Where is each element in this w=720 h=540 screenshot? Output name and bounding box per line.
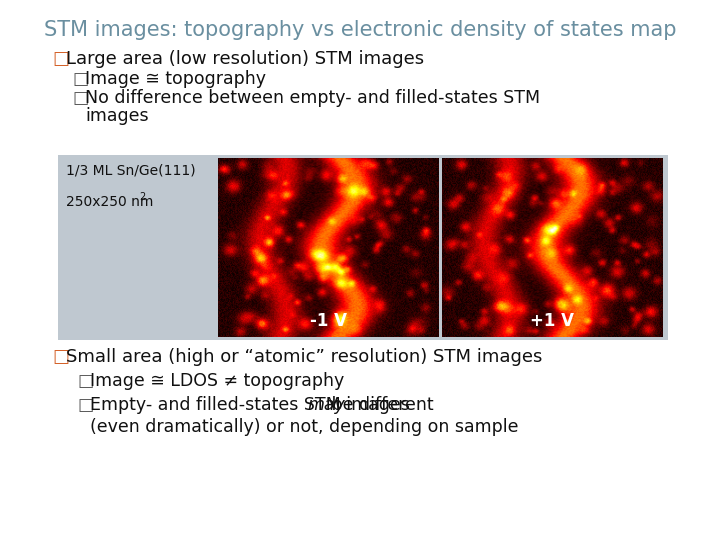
Text: 2: 2 [139, 192, 145, 202]
Text: (even dramatically) or not, depending on sample: (even dramatically) or not, depending on… [90, 418, 518, 436]
Text: Small area (high or “atomic” resolution) STM images: Small area (high or “atomic” resolution)… [66, 348, 542, 366]
Text: -1 V: -1 V [310, 312, 347, 330]
Text: be different: be different [326, 396, 434, 414]
Text: 250x250 nm: 250x250 nm [66, 195, 153, 209]
Text: Large area (low resolution) STM images: Large area (low resolution) STM images [66, 50, 424, 68]
Text: □: □ [52, 348, 69, 366]
Text: 1/3 ML Sn/Ge(111): 1/3 ML Sn/Ge(111) [66, 163, 196, 177]
Text: □: □ [72, 89, 89, 107]
Text: images: images [85, 107, 148, 125]
Text: □: □ [72, 70, 89, 88]
Text: □: □ [52, 50, 69, 68]
Text: Image ≅ LDOS ≠ topography: Image ≅ LDOS ≠ topography [90, 372, 344, 390]
Text: STM images: topography vs electronic density of states map: STM images: topography vs electronic den… [44, 20, 676, 40]
Text: Image ≅ topography: Image ≅ topography [85, 70, 266, 88]
Text: □: □ [77, 396, 94, 414]
Text: may: may [307, 396, 346, 414]
Text: □: □ [77, 372, 94, 390]
Text: Empty- and filled-states STM images: Empty- and filled-states STM images [90, 396, 415, 414]
FancyBboxPatch shape [58, 155, 668, 340]
Text: +1 V: +1 V [530, 312, 574, 330]
Text: No difference between empty- and filled-states STM: No difference between empty- and filled-… [85, 89, 540, 107]
